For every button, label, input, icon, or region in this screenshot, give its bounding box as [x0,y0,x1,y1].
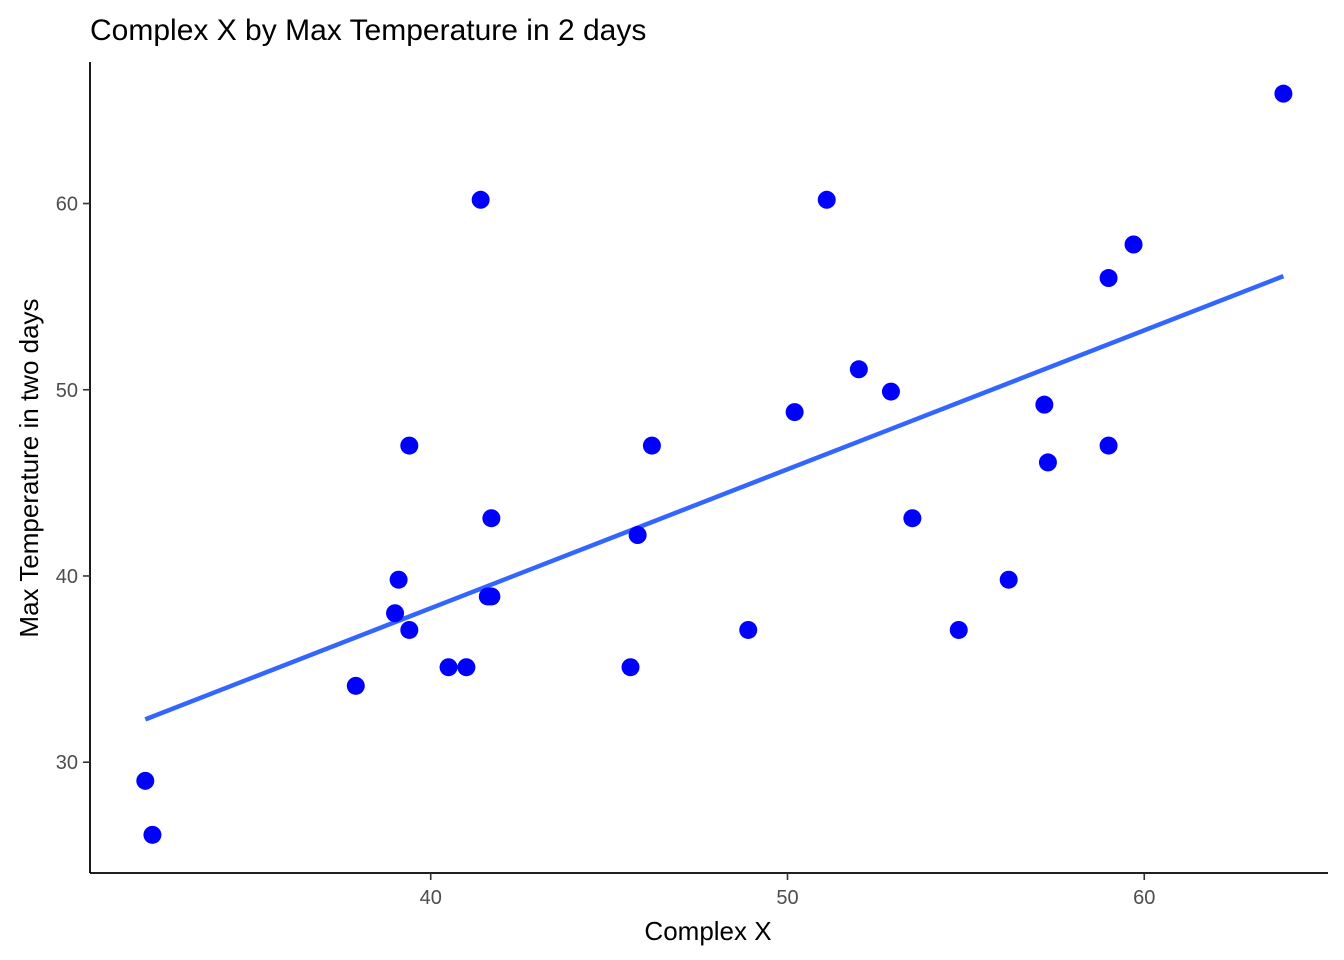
data-point [628,526,647,545]
data-point [389,570,408,589]
data-point [817,190,836,209]
data-point [949,620,968,639]
data-point [621,658,640,677]
data-point [881,382,900,401]
data-point [739,620,758,639]
data-point [439,658,458,677]
data-point [903,509,922,528]
data-point [849,360,868,379]
x-tick-label: 40 [420,887,442,909]
data-point [400,620,419,639]
data-point [999,570,1018,589]
data-point [1099,436,1118,455]
chart-title: Complex X by Max Temperature in 2 days [90,14,646,47]
data-point [386,604,405,623]
data-point [346,676,365,695]
data-point [1038,453,1057,472]
y-tick-label: 30 [56,752,78,774]
data-point [136,771,155,790]
trend-line-layer [144,274,1285,722]
data-point [143,825,162,844]
data-point [400,436,419,455]
y-axis-ticks: 30 40 50 60 [56,194,90,774]
plot-area: 40 50 60 30 40 50 60 [56,62,1328,909]
data-point [482,587,501,606]
x-axis-ticks: 40 50 60 [420,873,1155,909]
data-point [642,436,661,455]
data-point [457,658,476,677]
y-tick-label: 50 [56,380,78,402]
y-axis-title: Max Temperature in two days [14,298,44,637]
data-point [1035,395,1054,414]
data-point [1099,269,1118,288]
x-tick-label: 50 [776,887,798,909]
data-point [785,403,804,422]
x-tick-label: 60 [1133,887,1155,909]
y-tick-label: 60 [56,194,78,216]
data-point [471,190,490,209]
data-points [136,84,1293,844]
data-point [1274,84,1293,103]
data-point [482,509,501,528]
x-axis-title: Complex X [644,916,771,946]
data-point [1124,235,1143,254]
y-tick-label: 40 [56,566,78,588]
trend-line [144,274,1285,722]
